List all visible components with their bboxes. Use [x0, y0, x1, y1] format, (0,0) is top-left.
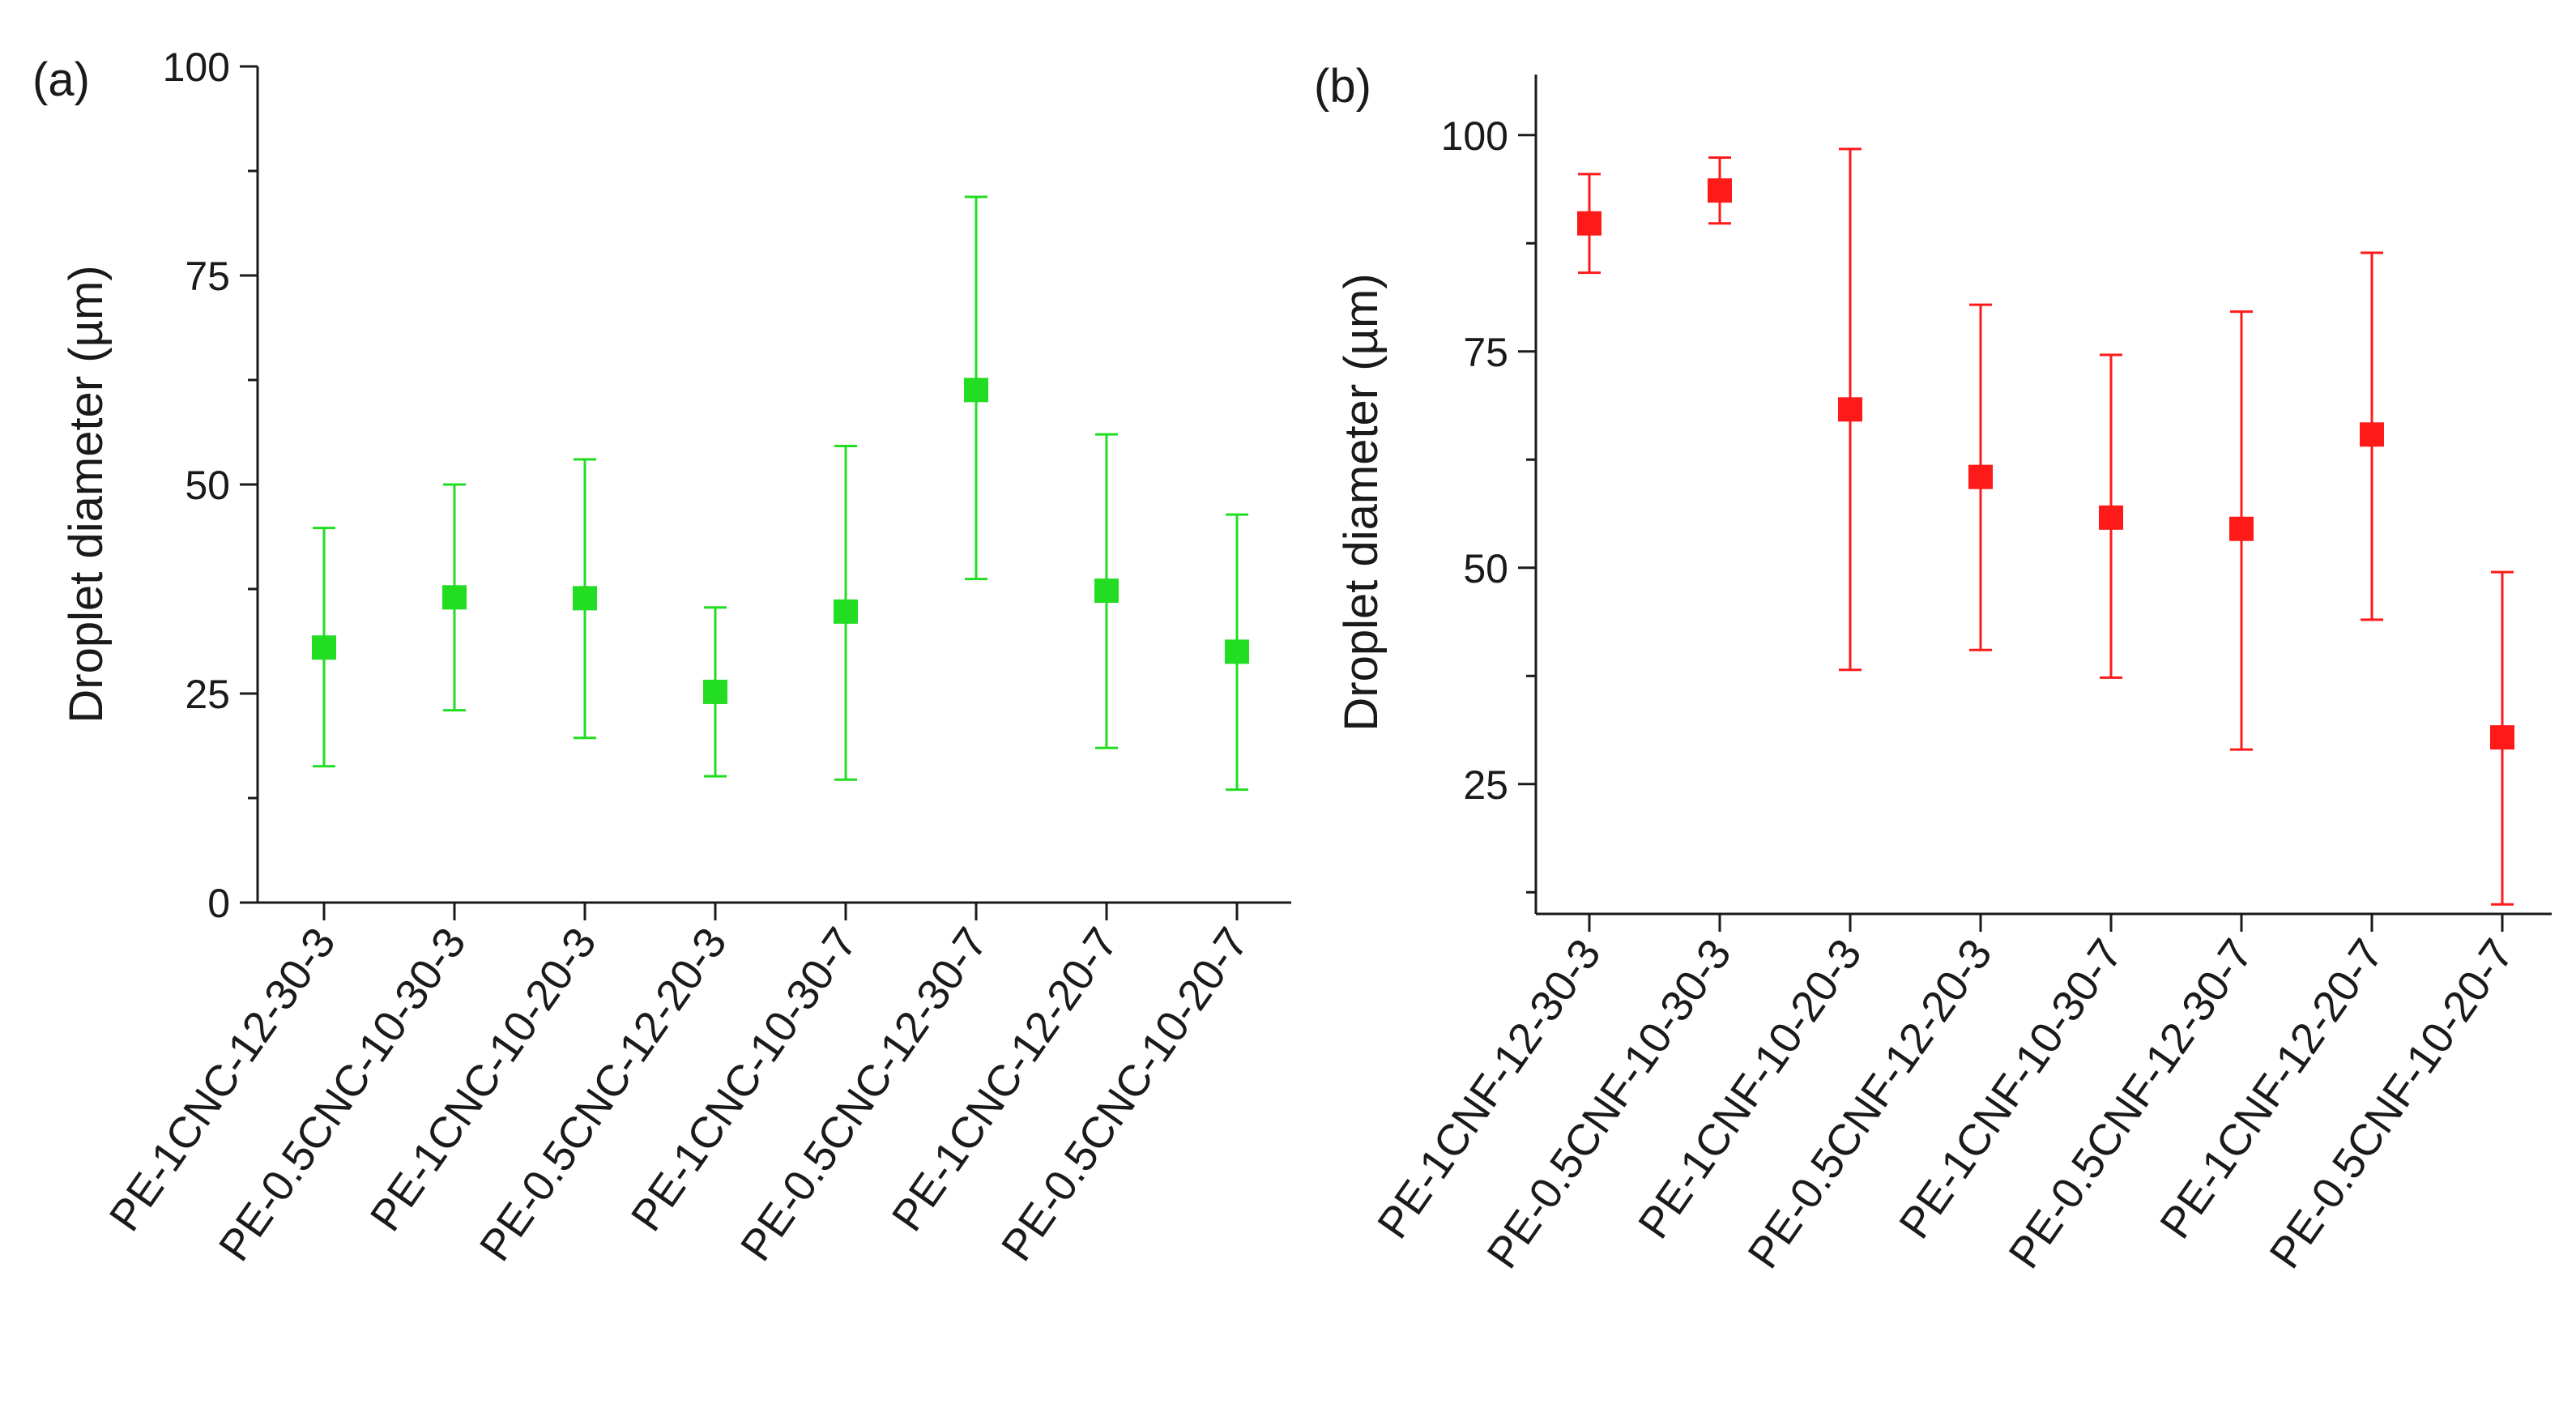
x-tick-label: PE-1CNC-12-30-3 [100, 919, 345, 1240]
point-marker [1094, 578, 1119, 604]
data-point [1838, 147, 1862, 672]
data-point [2360, 251, 2384, 621]
x-tick-label: PE-1CNF-10-30-7 [1890, 930, 2132, 1247]
data-point [1225, 513, 1249, 792]
y-tick-label: 50 [1463, 546, 1508, 591]
point-marker [2099, 505, 2123, 530]
panel-b-data-points [1577, 147, 2514, 906]
point-marker [703, 679, 727, 704]
point-marker [834, 599, 858, 624]
point-marker [2360, 422, 2384, 447]
panel-a-x-ticks: PE-1CNC-12-30-3PE-0.5CNC-10-30-3PE-1CNC-… [100, 903, 1258, 1270]
data-point [1577, 173, 1601, 275]
point-marker [573, 586, 597, 611]
point-marker [1225, 639, 1249, 664]
data-point [1968, 303, 1993, 651]
panel-b-label: (b) [1314, 60, 1371, 113]
panel-b-x-ticks: PE-1CNF-12-30-3PE-0.5CNF-10-30-3PE-1CNF-… [1368, 914, 2523, 1277]
y-tick-label: 100 [163, 45, 230, 90]
y-tick-label: 100 [1441, 113, 1508, 159]
y-tick-label: 25 [185, 672, 230, 717]
data-point [573, 458, 597, 740]
y-tick-label: 75 [185, 254, 230, 299]
x-tick-label: PE-1CNF-10-20-3 [1629, 930, 1871, 1247]
data-point [964, 195, 988, 581]
y-tick-label: 75 [1463, 330, 1508, 375]
point-marker [1968, 464, 1993, 489]
point-marker [1708, 178, 1732, 203]
point-marker [964, 378, 988, 403]
x-tick-label: PE-0.5CNC-12-20-3 [471, 919, 736, 1270]
x-tick-label: PE-1CNF-12-20-7 [2151, 930, 2393, 1247]
data-point [312, 527, 336, 768]
data-point [1708, 156, 1732, 225]
x-tick-label: PE-1CNC-12-20-7 [883, 919, 1128, 1240]
panel-b-y-axis-title: Droplet diameter (µm) [1335, 273, 1388, 731]
data-point [1094, 433, 1119, 749]
point-marker [442, 585, 467, 610]
panel-a-data-points [312, 195, 1249, 792]
x-tick-label: PE-1CNC-10-20-3 [361, 919, 606, 1240]
x-tick-label: PE-0.5CNF-12-30-7 [1999, 930, 2263, 1277]
y-tick-label: 25 [1463, 762, 1508, 808]
point-marker [2490, 725, 2514, 750]
y-tick-label: 0 [207, 881, 230, 926]
data-point [703, 606, 727, 778]
panel-b-cnf-chart: (b) Droplet diameter (µm) 25 50 75 100 PE-1… [1314, 60, 2552, 1277]
x-tick-label: PE-0.5CNF-10-20-7 [2260, 930, 2523, 1277]
x-tick-label: PE-0.5CNC-10-20-7 [992, 919, 1258, 1270]
x-tick-label: PE-0.5CNF-10-30-3 [1478, 930, 1741, 1277]
x-tick-label: PE-0.5CNC-12-30-7 [731, 919, 997, 1270]
panel-a-label: (a) [32, 53, 90, 106]
data-point [2099, 353, 2123, 679]
data-point [2490, 570, 2514, 906]
data-point [442, 483, 467, 712]
y-tick-label: 50 [185, 463, 230, 508]
panel-a-y-ticks: 0 25 50 75 100 [163, 45, 258, 926]
point-marker [1577, 211, 1601, 236]
point-marker [2229, 516, 2254, 541]
data-point [2229, 310, 2254, 751]
x-tick-label: PE-1CNC-10-30-7 [622, 919, 867, 1240]
data-point [834, 445, 858, 781]
point-marker [312, 635, 336, 660]
x-tick-label: PE-0.5CNC-10-30-3 [210, 919, 476, 1270]
panel-b-y-ticks: 25 50 75 100 [1441, 113, 1536, 894]
panel-a-cnc-chart: (a) Droplet diameter (µm) 0 25 50 75 100 PE-… [32, 45, 1291, 1270]
panel-a-y-axis-title: Droplet diameter (µm) [60, 265, 113, 723]
point-marker [1838, 397, 1862, 422]
x-tick-label: PE-1CNF-12-30-3 [1368, 930, 1610, 1247]
x-tick-label: PE-0.5CNF-12-20-3 [1738, 930, 2002, 1277]
